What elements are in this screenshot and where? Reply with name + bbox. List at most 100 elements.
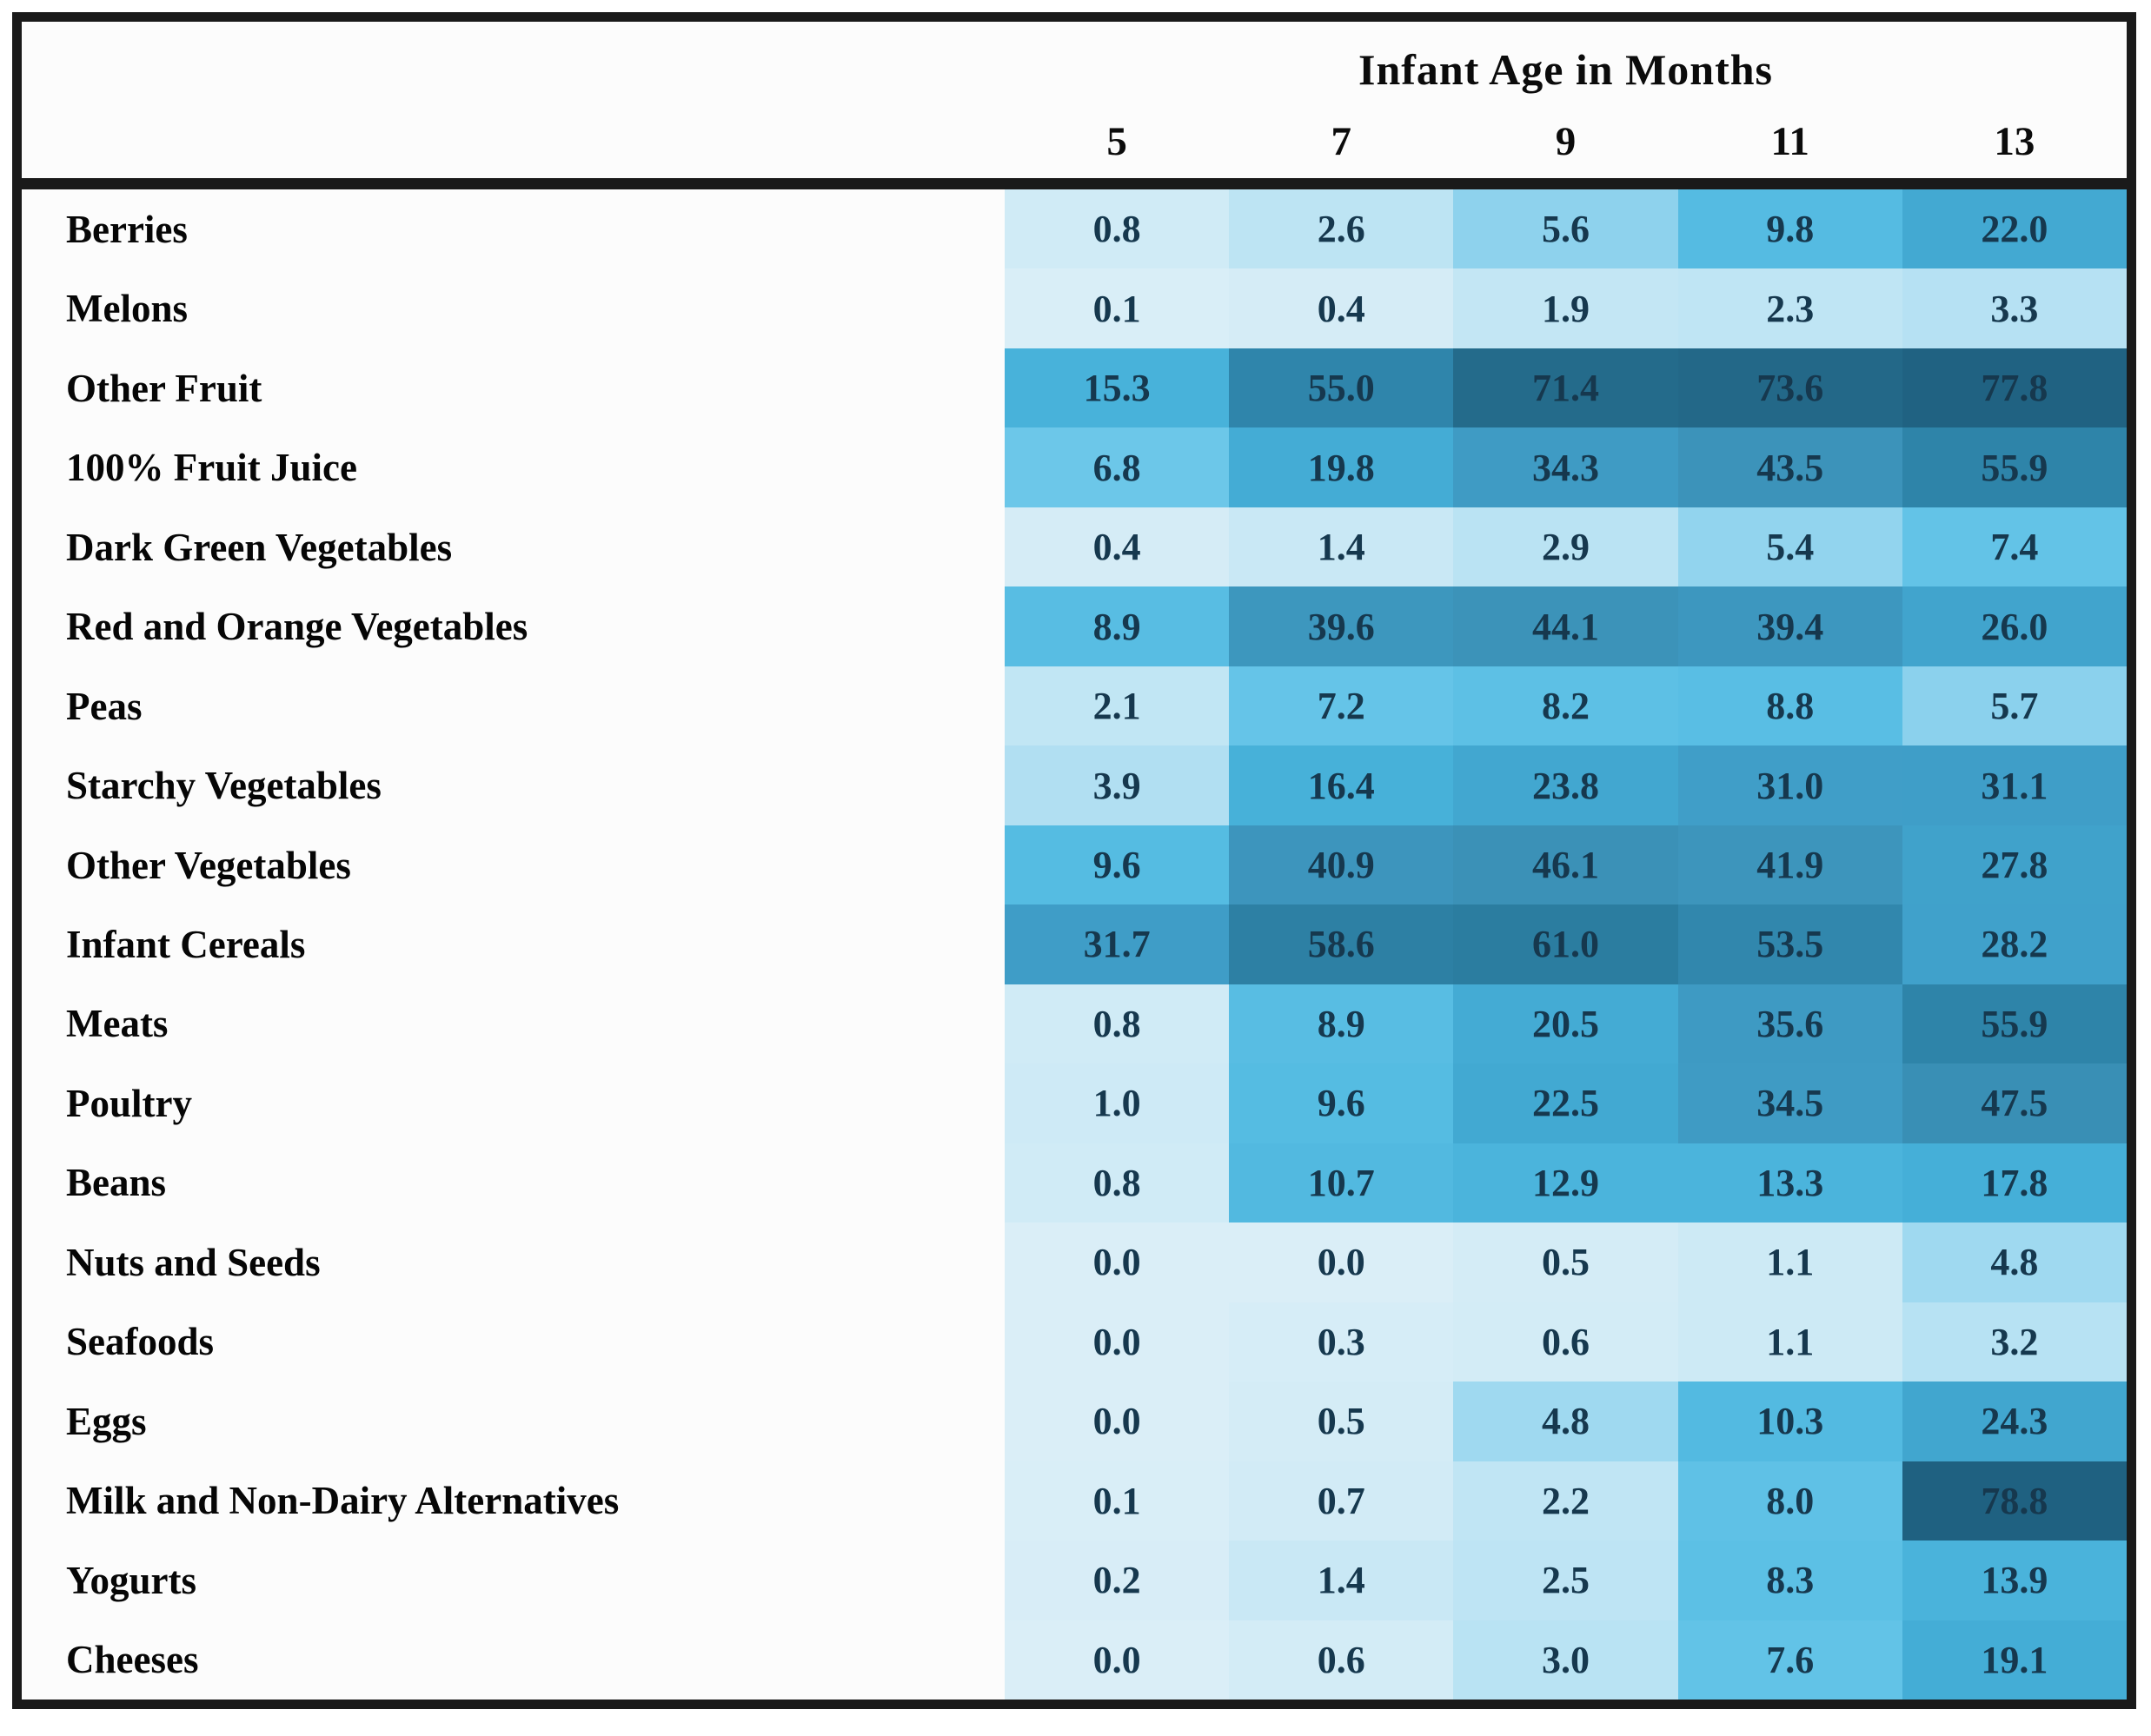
heatmap-grid: Infant Age in Months 5 7 9 11 13 Berries 0.8 2.… [22,22,2127,1700]
heatmap-cell: 2.2 [1453,1461,1678,1541]
heatmap-cell: 0.0 [1005,1222,1230,1302]
heatmap-cell: 19.8 [1229,427,1454,507]
heatmap-cell: 3.2 [1902,1302,2127,1382]
heatmap-cell: 43.5 [1677,427,1902,507]
heatmap-cell: 2.3 [1677,268,1902,348]
heatmap-cell: 0.0 [1005,1302,1230,1382]
heatmap-cell: 0.3 [1229,1302,1454,1382]
heatmap-cell: 19.1 [1902,1620,2127,1700]
heatmap-cell: 0.1 [1005,268,1230,348]
heatmap-cell: 55.9 [1902,984,2127,1064]
heatmap-cell: 2.5 [1453,1541,1678,1620]
heatmap-cell: 13.9 [1902,1541,2127,1620]
table-header-title: Infant Age in Months [1358,45,1774,94]
row-label: Poultry [22,1063,1005,1143]
heatmap-cell: 26.0 [1902,586,2127,666]
column-header: 11 [1770,119,1809,164]
heatmap-cell: 3.0 [1453,1620,1678,1700]
heatmap-cell: 12.9 [1453,1143,1678,1223]
row-label: Yogurts [22,1541,1005,1620]
heatmap-cell: 7.4 [1902,507,2127,587]
heatmap-cell: 8.8 [1677,666,1902,746]
row-label: Peas [22,666,1005,746]
row-label: Melons [22,268,1005,348]
row-label: 100% Fruit Juice [22,427,1005,507]
header-divider [22,178,2127,189]
heatmap-cell: 0.5 [1453,1222,1678,1302]
heatmap-cell: 58.6 [1229,904,1454,984]
row-label: Nuts and Seeds [22,1222,1005,1302]
heatmap-cell: 0.5 [1229,1382,1454,1461]
row-label: Eggs [22,1382,1005,1461]
heatmap-cell: 8.0 [1677,1461,1902,1541]
heatmap-cell: 7.2 [1229,666,1454,746]
row-label: Cheeses [22,1620,1005,1700]
column-header: 13 [1994,119,2035,164]
heatmap-cell: 8.3 [1677,1541,1902,1620]
heatmap-cell: 3.9 [1005,745,1230,825]
heatmap-cell: 5.7 [1902,666,2127,746]
heatmap-cell: 0.6 [1229,1620,1454,1700]
heatmap-cell: 71.4 [1453,348,1678,428]
row-label: Meats [22,984,1005,1064]
heatmap-cell: 3.3 [1902,268,2127,348]
heatmap-cell: 44.1 [1453,586,1678,666]
heatmap-cell: 40.9 [1229,825,1454,905]
heatmap-cell: 0.7 [1229,1461,1454,1541]
heatmap-cell: 47.5 [1902,1063,2127,1143]
row-label: Infant Cereals [22,904,1005,984]
heatmap-cell: 1.1 [1677,1302,1902,1382]
heatmap-cell: 77.8 [1902,348,2127,428]
heatmap-cell: 31.1 [1902,745,2127,825]
row-label: Red and Orange Vegetables [22,586,1005,666]
heatmap-cell: 39.4 [1677,586,1902,666]
heatmap-cell: 1.0 [1005,1063,1230,1143]
heatmap-table: Infant Age in Months 5 7 9 11 13 Berries 0.8 2.… [12,12,2136,1709]
heatmap-cell: 15.3 [1005,348,1230,428]
heatmap-cell: 34.5 [1677,1063,1902,1143]
heatmap-cell: 5.6 [1453,189,1678,269]
heatmap-cell: 46.1 [1453,825,1678,905]
header-spacer [22,22,1005,105]
row-label: Beans [22,1143,1005,1223]
heatmap-cell: 55.0 [1229,348,1454,428]
heatmap-cell: 0.8 [1005,189,1230,269]
heatmap-cell: 2.6 [1229,189,1454,269]
heatmap-cell: 0.1 [1005,1461,1230,1541]
column-header: 9 [1555,119,1577,164]
heatmap-cell: 0.4 [1229,268,1454,348]
heatmap-cell: 13.3 [1677,1143,1902,1223]
heatmap-cell: 28.2 [1902,904,2127,984]
heatmap-cell: 8.2 [1453,666,1678,746]
heatmap-cell: 27.8 [1902,825,2127,905]
heatmap-cell: 4.8 [1453,1382,1678,1461]
heatmap-cell: 23.8 [1453,745,1678,825]
heatmap-cell: 4.8 [1902,1222,2127,1302]
heatmap-cell: 1.4 [1229,507,1454,587]
heatmap-cell: 8.9 [1229,984,1454,1064]
heatmap-cell: 10.3 [1677,1382,1902,1461]
heatmap-cell: 5.4 [1677,507,1902,587]
heatmap-cell: 35.6 [1677,984,1902,1064]
row-label: Starchy Vegetables [22,745,1005,825]
heatmap-cell: 0.0 [1005,1620,1230,1700]
heatmap-cell: 73.6 [1677,348,1902,428]
heatmap-cell: 0.4 [1005,507,1230,587]
row-label: Seafoods [22,1302,1005,1382]
row-label: Berries [22,189,1005,269]
heatmap-cell: 1.9 [1453,268,1678,348]
heatmap-cell: 0.8 [1005,1143,1230,1223]
heatmap-cell: 9.8 [1677,189,1902,269]
heatmap-cell: 41.9 [1677,825,1902,905]
heatmap-cell: 2.9 [1453,507,1678,587]
row-label: Other Vegetables [22,825,1005,905]
heatmap-cell: 9.6 [1005,825,1230,905]
heatmap-cell: 1.4 [1229,1541,1454,1620]
heatmap-cell: 7.6 [1677,1620,1902,1700]
heatmap-cell: 31.0 [1677,745,1902,825]
heatmap-cell: 10.7 [1229,1143,1454,1223]
heatmap-cell: 55.9 [1902,427,2127,507]
heatmap-cell: 61.0 [1453,904,1678,984]
heatmap-cell: 34.3 [1453,427,1678,507]
heatmap-cell: 78.8 [1902,1461,2127,1541]
